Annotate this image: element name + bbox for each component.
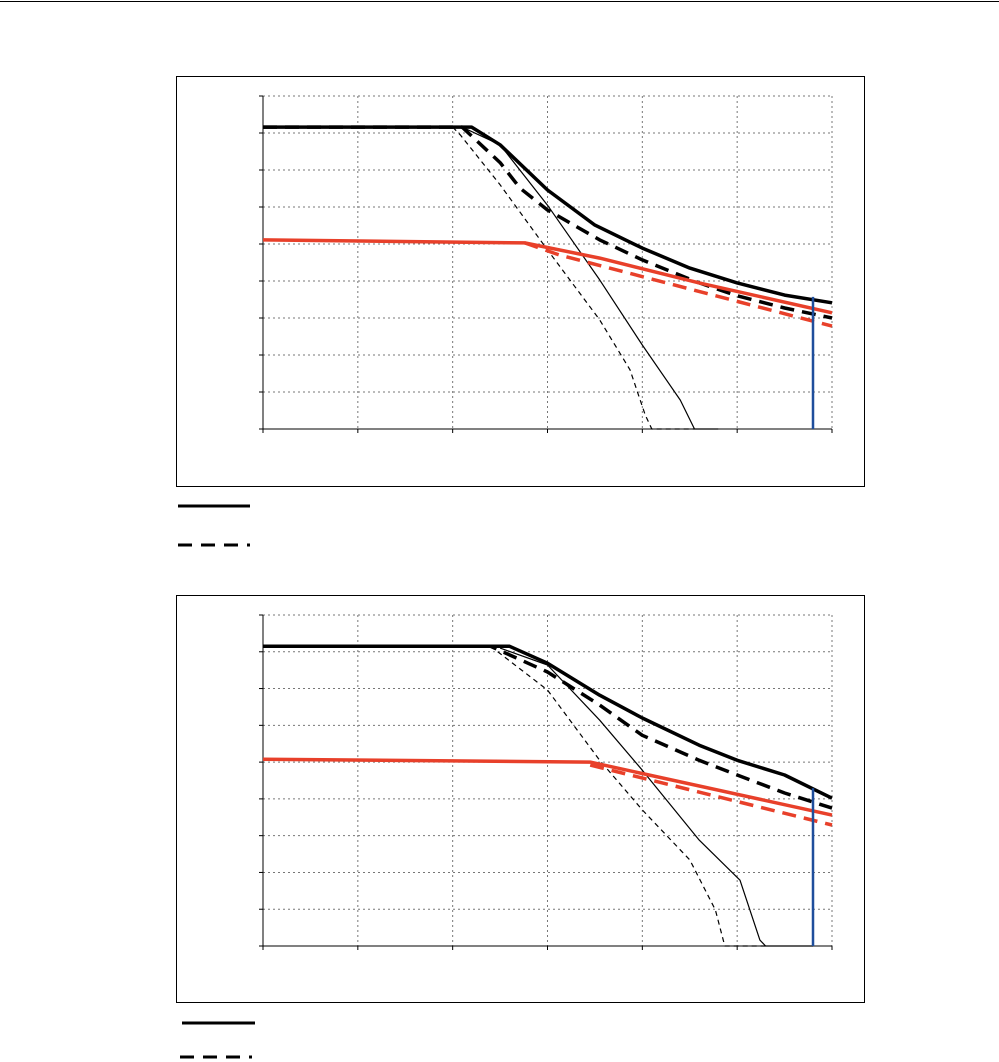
series-line <box>490 645 766 947</box>
series-line <box>263 644 833 810</box>
series-line <box>262 757 833 817</box>
series-line <box>263 125 833 305</box>
series-line <box>452 126 695 430</box>
series-line <box>263 125 833 320</box>
series-line <box>499 647 813 947</box>
series-line <box>589 763 833 827</box>
series-line <box>524 241 833 328</box>
series-line <box>262 238 833 315</box>
series-line <box>461 126 719 430</box>
series-line <box>263 644 833 800</box>
chart-frame <box>176 76 865 487</box>
chart-frame <box>176 595 865 1003</box>
